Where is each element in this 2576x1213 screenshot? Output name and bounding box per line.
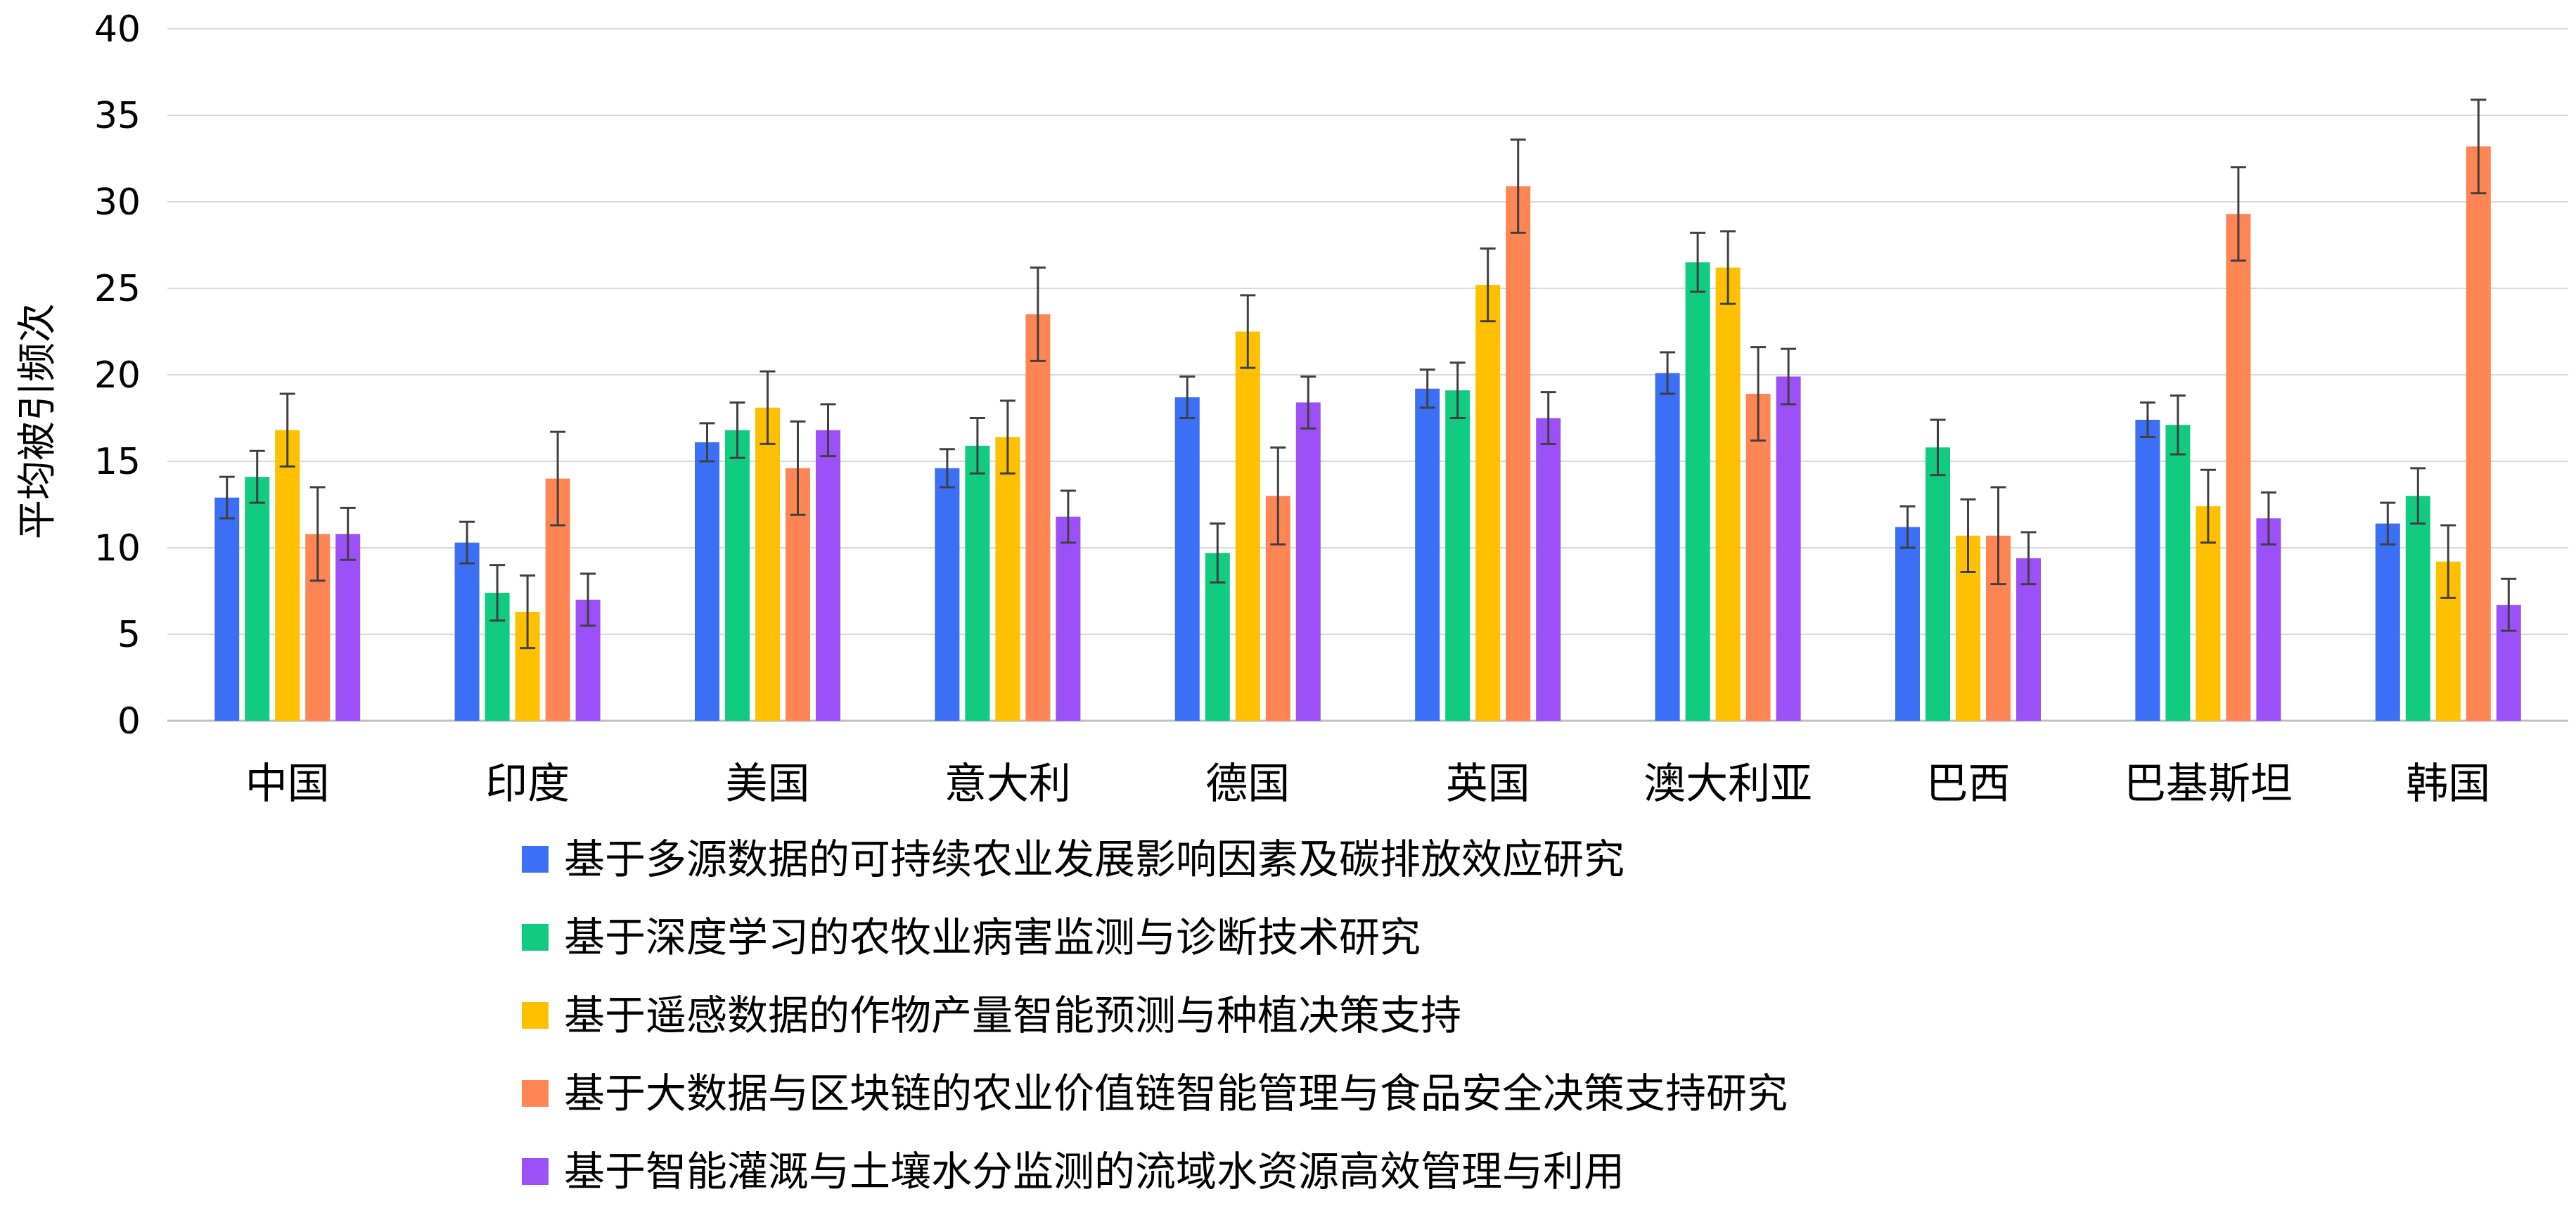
- bar: [816, 430, 840, 721]
- y-tick-label: 25: [94, 268, 141, 310]
- legend-label: 基于大数据与区块链的农业价值链智能管理与食品安全决策支持研究: [564, 1070, 1788, 1117]
- bar: [1445, 390, 1470, 721]
- x-category-label: 英国: [1446, 759, 1530, 809]
- y-axis-ticks: 0 5 10 15 20 25 30 35 40: [94, 8, 141, 743]
- bar: [1745, 394, 1771, 721]
- error-bars: [219, 98, 2517, 650]
- x-category-label: 德国: [1205, 759, 1290, 809]
- x-category-label: 意大利: [944, 759, 1071, 809]
- bar: [2135, 419, 2160, 721]
- bar: [1776, 376, 1801, 721]
- legend: 基于多源数据的可持续农业发展影响因素及碳排放效应研究基于深度学习的农牧业病害监测…: [522, 835, 1788, 1195]
- bar: [1925, 447, 1950, 721]
- bar: [1536, 418, 1561, 721]
- legend-swatch: [522, 1158, 549, 1185]
- bar: [725, 430, 750, 721]
- bar: [1895, 527, 1920, 721]
- bar: [335, 534, 361, 721]
- x-category-label: 巴基斯坦: [2124, 759, 2293, 809]
- legend-swatch: [522, 846, 549, 873]
- x-axis-categories: 中国 印度 美国 意大利 德国 英国 澳大利亚 巴西 巴基斯坦 韩国: [245, 759, 2491, 809]
- bar: [2016, 558, 2041, 721]
- bar: [1235, 331, 1260, 721]
- y-axis-label: 平均被引频次: [15, 303, 60, 539]
- bar: [245, 477, 270, 721]
- bar: [755, 407, 780, 721]
- bar: [1506, 186, 1531, 721]
- legend-swatch: [522, 1080, 549, 1107]
- bar: [2466, 146, 2491, 721]
- bar: [2256, 518, 2281, 721]
- x-category-label: 澳大利亚: [1643, 759, 1812, 809]
- legend-label: 基于多源数据的可持续农业发展影响因素及碳排放效应研究: [564, 835, 1625, 883]
- bar: [275, 430, 300, 721]
- bar: [214, 497, 240, 721]
- y-tick-label: 40: [94, 8, 141, 51]
- y-tick-label: 10: [94, 527, 141, 570]
- legend-swatch: [522, 1002, 549, 1029]
- bar: [1295, 402, 1321, 721]
- bar: [965, 445, 990, 721]
- bar: [1415, 388, 1440, 721]
- y-tick-label: 35: [94, 95, 141, 137]
- bar: [2226, 214, 2251, 721]
- y-tick-label: 30: [94, 181, 141, 224]
- bar: [1715, 267, 1741, 721]
- legend-swatch: [522, 924, 549, 951]
- bar: [1025, 314, 1051, 721]
- bar: [2405, 496, 2430, 721]
- bar: [995, 437, 1020, 721]
- x-category-label: 美国: [726, 759, 810, 809]
- bars: [214, 146, 2521, 721]
- legend-label: 基于智能灌溉与土壤水分监测的流域水资源高效管理与利用: [564, 1148, 1625, 1195]
- x-category-label: 中国: [245, 759, 330, 809]
- y-tick-label: 5: [117, 614, 141, 656]
- bar: [454, 542, 480, 721]
- bar: [695, 442, 719, 721]
- x-category-label: 韩国: [2406, 759, 2490, 809]
- legend-label: 基于遥感数据的作物产量智能预测与种植决策支持: [564, 991, 1461, 1039]
- bar: [1174, 397, 1200, 721]
- bar: [2165, 425, 2191, 721]
- x-category-label: 巴西: [1926, 759, 2011, 809]
- y-tick-label: 0: [117, 700, 141, 743]
- y-tick-label: 15: [94, 441, 141, 483]
- legend-label: 基于深度学习的农牧业病害监测与诊断技术研究: [564, 913, 1421, 961]
- bar: [1685, 262, 1710, 721]
- bar: [2375, 523, 2400, 721]
- bar: [1655, 373, 1680, 721]
- bar: [1475, 285, 1501, 721]
- bar: [1056, 516, 1081, 721]
- x-category-label: 印度: [485, 759, 570, 809]
- bar: [935, 468, 960, 721]
- y-tick-label: 20: [94, 354, 141, 397]
